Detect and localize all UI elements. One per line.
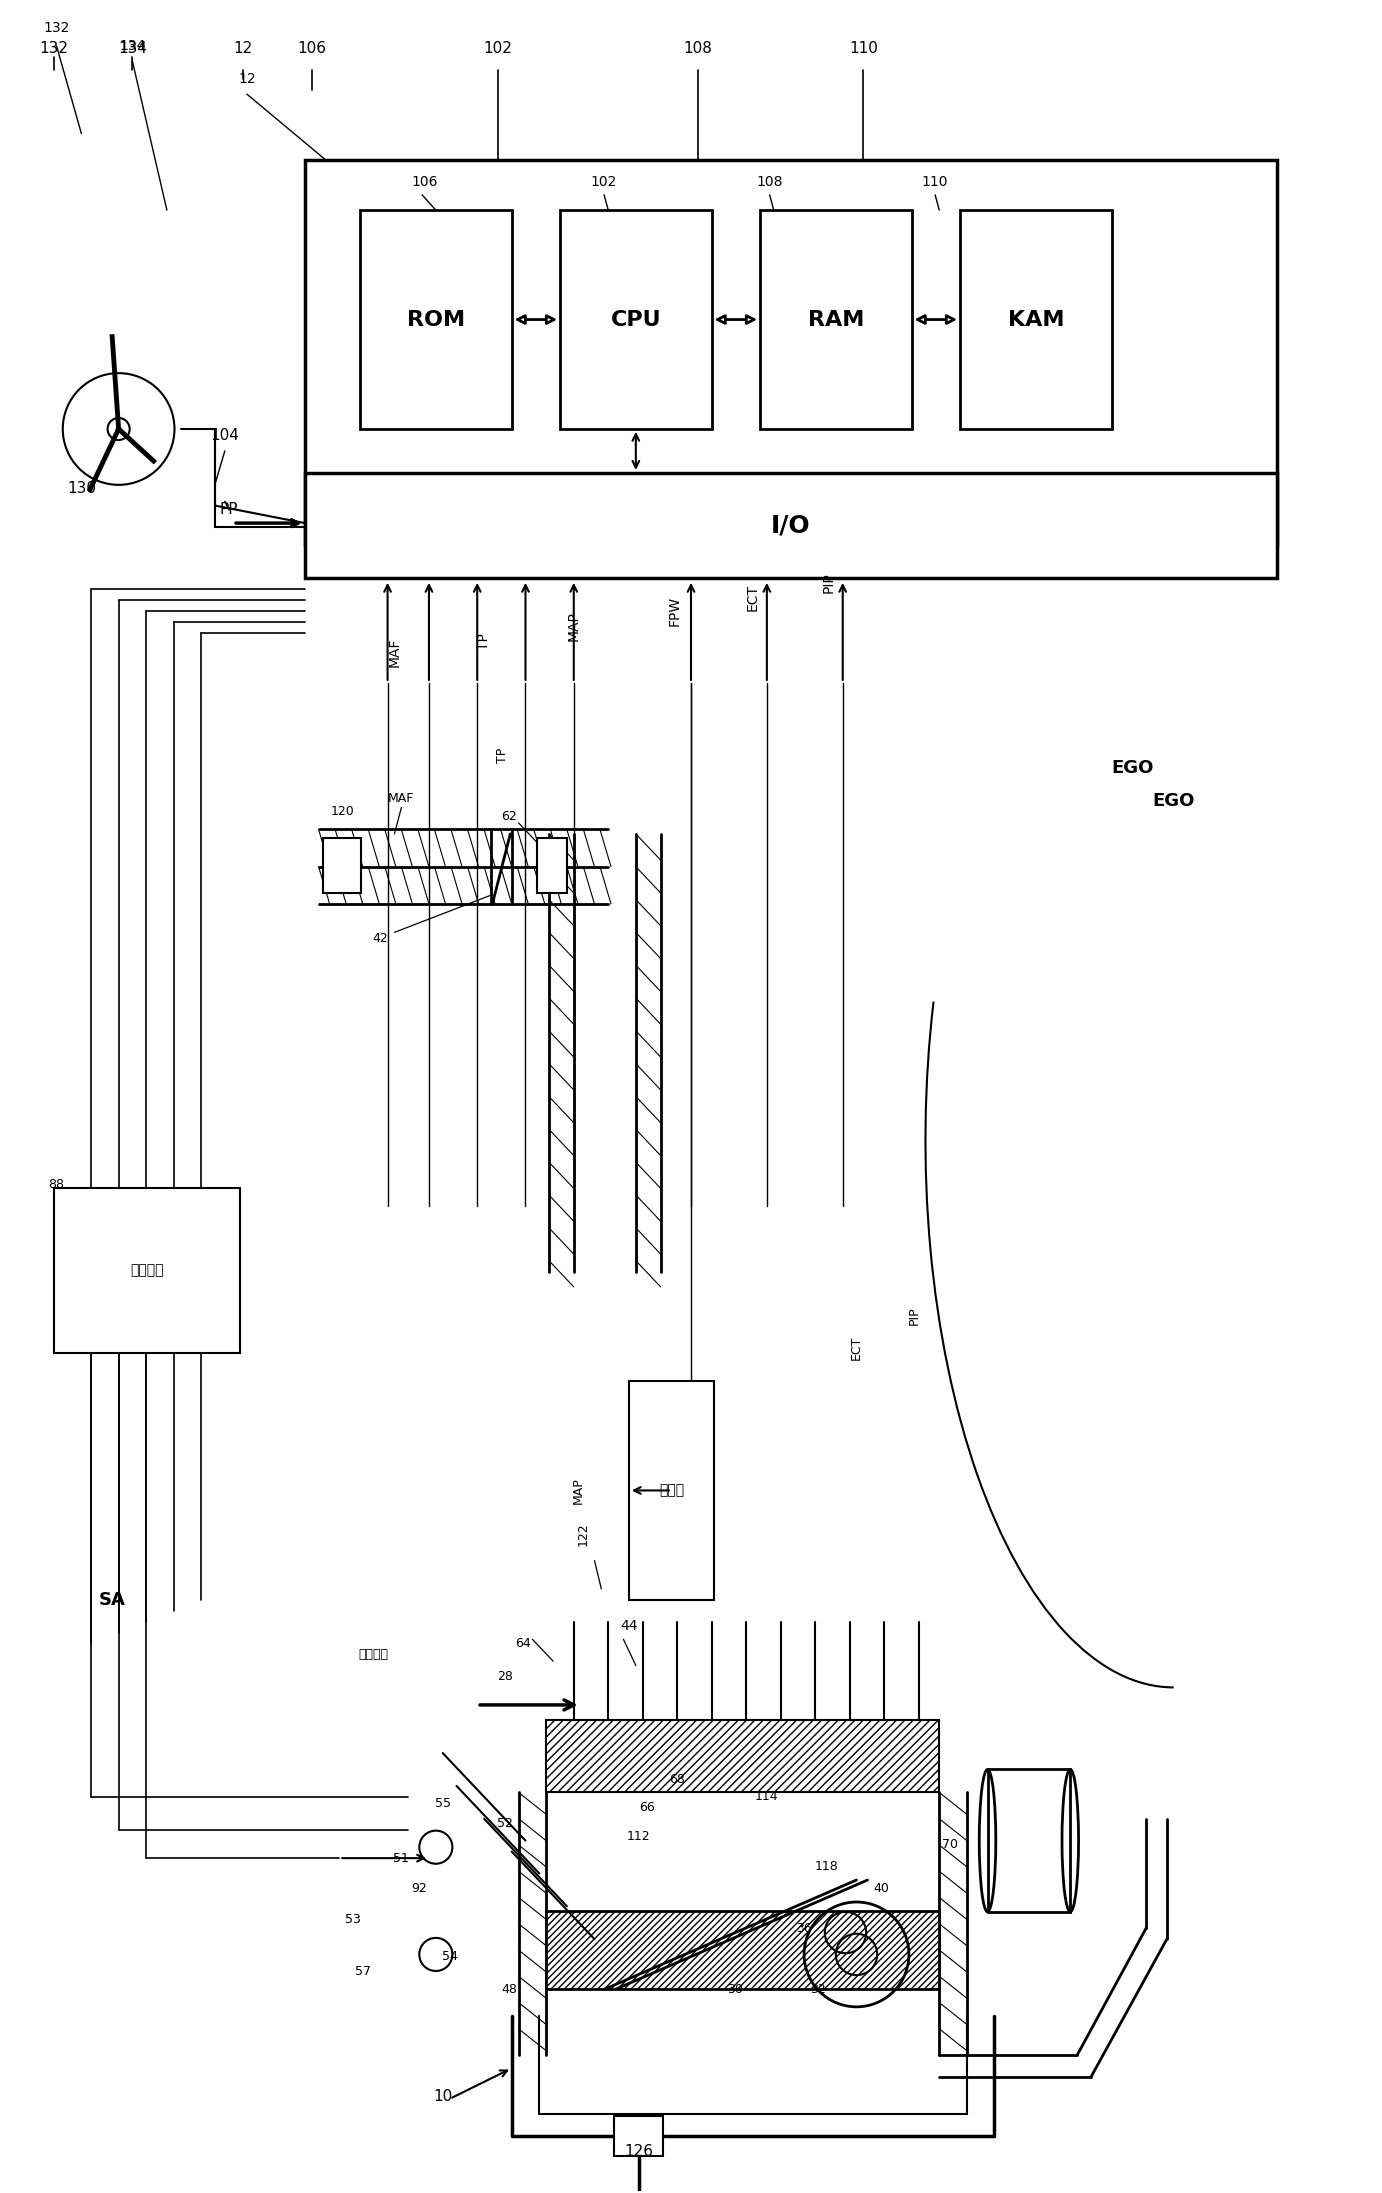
Text: 抽取路径: 抽取路径 [359, 1649, 388, 1660]
Text: 30: 30 [727, 1982, 744, 1996]
Text: I/O: I/O [771, 513, 811, 537]
Text: EGO: EGO [1153, 792, 1195, 809]
Text: 134: 134 [119, 39, 145, 53]
Bar [54, 1189, 240, 1353]
Text: MAP: MAP [567, 612, 580, 640]
Text: 10: 10 [433, 2090, 452, 2105]
Text: MAF: MAF [388, 792, 415, 805]
Text: 48: 48 [502, 1982, 517, 1996]
Text: 102: 102 [591, 175, 618, 189]
Text: TP: TP [496, 748, 509, 763]
Text: 驱动器: 驱动器 [659, 1482, 684, 1498]
Bar [760, 211, 912, 430]
Text: 32: 32 [810, 1982, 826, 1996]
Text: 12: 12 [234, 42, 253, 55]
Text: 132: 132 [43, 22, 69, 35]
Text: 64: 64 [515, 1638, 531, 1649]
Text: 108: 108 [684, 42, 712, 55]
Text: 28: 28 [498, 1671, 513, 1682]
Text: 12: 12 [238, 72, 256, 86]
Text: 62: 62 [502, 809, 517, 822]
Text: 68: 68 [669, 1772, 685, 1785]
Text: 130: 130 [66, 480, 95, 496]
Text: 118: 118 [814, 1860, 837, 1873]
Text: KAM: KAM [1007, 309, 1064, 329]
Bar [614, 2116, 663, 2156]
Bar [560, 211, 712, 430]
Text: 70: 70 [943, 1838, 958, 1851]
Text: 54: 54 [442, 1950, 457, 1963]
Text: 104: 104 [210, 428, 239, 443]
Bar [546, 1910, 940, 1989]
Text: 132: 132 [39, 42, 68, 55]
Text: ROM: ROM [406, 309, 464, 329]
Text: MAP: MAP [571, 1478, 585, 1504]
Text: 53: 53 [346, 1912, 361, 1925]
Text: RAM: RAM [807, 309, 864, 329]
Text: ECT: ECT [746, 583, 760, 612]
Bar [988, 1770, 1070, 1912]
Text: 134: 134 [117, 42, 146, 55]
Bar [305, 160, 1277, 546]
Text: MAF: MAF [387, 638, 401, 667]
Text: 55: 55 [435, 1796, 451, 1809]
Text: SA: SA [98, 1590, 126, 1610]
Text: 110: 110 [922, 175, 948, 189]
Text: 44: 44 [621, 1618, 637, 1634]
Bar [323, 838, 361, 893]
Text: EGO: EGO [1111, 759, 1154, 776]
Text: 点火系统: 点火系统 [130, 1263, 163, 1279]
Text: PIP: PIP [908, 1307, 920, 1325]
Bar [359, 211, 511, 430]
Text: 57: 57 [355, 1965, 370, 1978]
Text: 88: 88 [48, 1178, 65, 1191]
Text: 102: 102 [484, 42, 513, 55]
Text: 110: 110 [849, 42, 878, 55]
Text: 42: 42 [373, 932, 388, 945]
Bar [546, 1719, 940, 1792]
Text: 106: 106 [412, 175, 438, 189]
Bar [305, 474, 1277, 577]
Text: 122: 122 [576, 1522, 590, 1546]
Bar [536, 838, 567, 893]
Text: 108: 108 [756, 175, 782, 189]
Text: 51: 51 [394, 1851, 409, 1864]
Text: 36: 36 [796, 1921, 813, 1934]
Text: 126: 126 [625, 2145, 654, 2158]
Text: 52: 52 [498, 1816, 513, 1829]
Text: 114: 114 [755, 1789, 778, 1803]
Text: 66: 66 [638, 1800, 655, 1814]
Text: TP: TP [477, 634, 491, 649]
Text: 106: 106 [297, 42, 326, 55]
Text: ECT: ECT [850, 1336, 862, 1360]
Text: CPU: CPU [611, 309, 661, 329]
Text: PIP: PIP [822, 572, 836, 592]
Text: 92: 92 [412, 1882, 427, 1895]
Bar [960, 211, 1111, 430]
Text: PP: PP [220, 502, 238, 518]
Bar [629, 1382, 714, 1601]
Text: 40: 40 [873, 1882, 889, 1895]
Text: 120: 120 [330, 805, 354, 818]
Text: FPW: FPW [668, 596, 681, 625]
Text: 112: 112 [627, 1829, 651, 1842]
